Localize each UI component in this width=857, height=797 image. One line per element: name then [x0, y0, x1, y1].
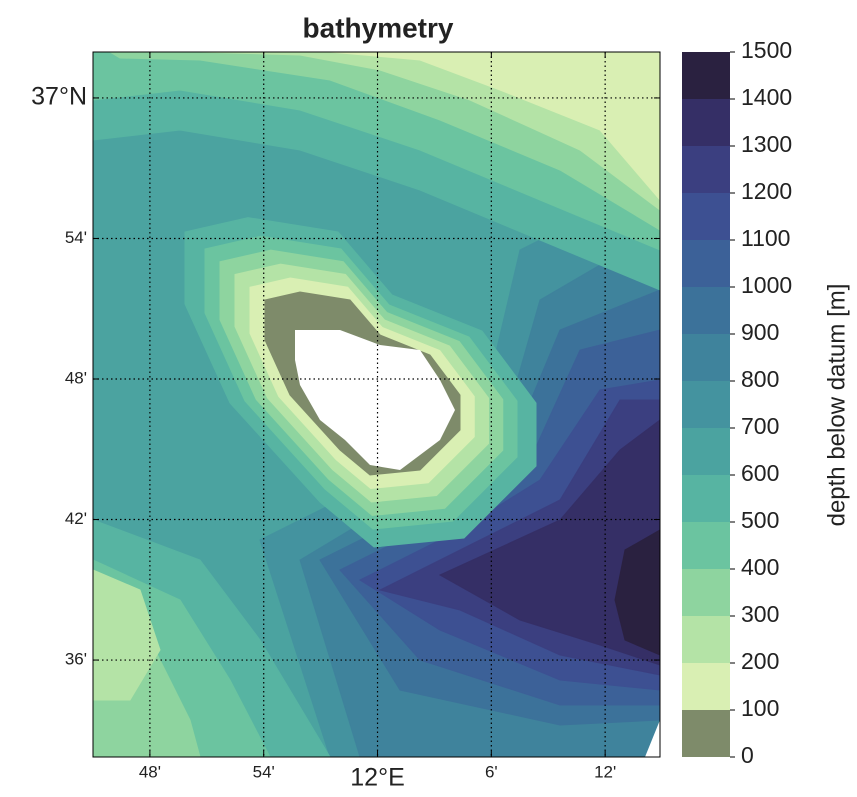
- colorbar-band: [682, 475, 730, 522]
- x-tick-label: 6': [485, 762, 498, 781]
- colorbar-band: [682, 99, 730, 146]
- plot-area: [93, 52, 660, 757]
- colorbar-band: [682, 381, 730, 428]
- colorbar-tick-label: 1500: [741, 37, 792, 63]
- y-tick-label: 36': [65, 650, 87, 669]
- colorbar-tick-label: 1400: [741, 84, 792, 110]
- y-tick-label: 37°N: [31, 83, 87, 111]
- colorbar-tick-label: 400: [741, 554, 779, 580]
- colorbar-band: [682, 240, 730, 287]
- colorbar-tick-label: 100: [741, 695, 779, 721]
- colorbar-band: [682, 52, 730, 99]
- colorbar-tick-label: 0: [741, 742, 754, 768]
- colorbar-label: depth below datum [m]: [823, 284, 850, 527]
- contour-region: [93, 569, 161, 701]
- colorbar-tick-label: 200: [741, 648, 779, 674]
- colorbar-tick-label: 700: [741, 413, 779, 439]
- colorbar-band: [682, 663, 730, 710]
- colorbar-band: [682, 569, 730, 616]
- colorbar-band: [682, 334, 730, 381]
- colorbar-band: [682, 428, 730, 475]
- y-tick-label: 48': [65, 368, 87, 387]
- x-tick-label: 12': [594, 762, 616, 781]
- colorbar-tick-label: 1200: [741, 178, 792, 204]
- colorbar-band: [682, 193, 730, 240]
- map-title: bathymetry: [303, 12, 454, 43]
- contour-region: [614, 529, 660, 656]
- colorbar-tick-label: 1300: [741, 131, 792, 157]
- colorbar-band: [682, 710, 730, 757]
- x-tick-label: 48': [139, 762, 161, 781]
- colorbar-band: [682, 522, 730, 569]
- plot-frame: [92, 51, 661, 758]
- y-tick-label: 42': [65, 509, 87, 528]
- colorbar-tick-label: 1100: [741, 225, 790, 251]
- x-tick-label: 12°E: [350, 764, 404, 792]
- colorbar-tick-label: 300: [741, 601, 779, 627]
- y-tick-label: 54': [65, 228, 87, 247]
- x-tick-label: 54': [253, 762, 275, 781]
- colorbar-tick-label: 500: [741, 507, 779, 533]
- colorbar-tick-label: 800: [741, 366, 779, 392]
- colorbar-band: [682, 287, 730, 334]
- land: [295, 330, 455, 470]
- colorbar-tick-label: 600: [741, 460, 779, 486]
- land: [645, 720, 660, 757]
- colorbar-tick-label: 1000: [741, 272, 792, 298]
- contour-region: [329, 52, 660, 201]
- colorbar-band: [682, 616, 730, 663]
- colorbar-tick-label: 900: [741, 319, 779, 345]
- colorbar-band: [682, 146, 730, 193]
- contour-region: [438, 419, 660, 666]
